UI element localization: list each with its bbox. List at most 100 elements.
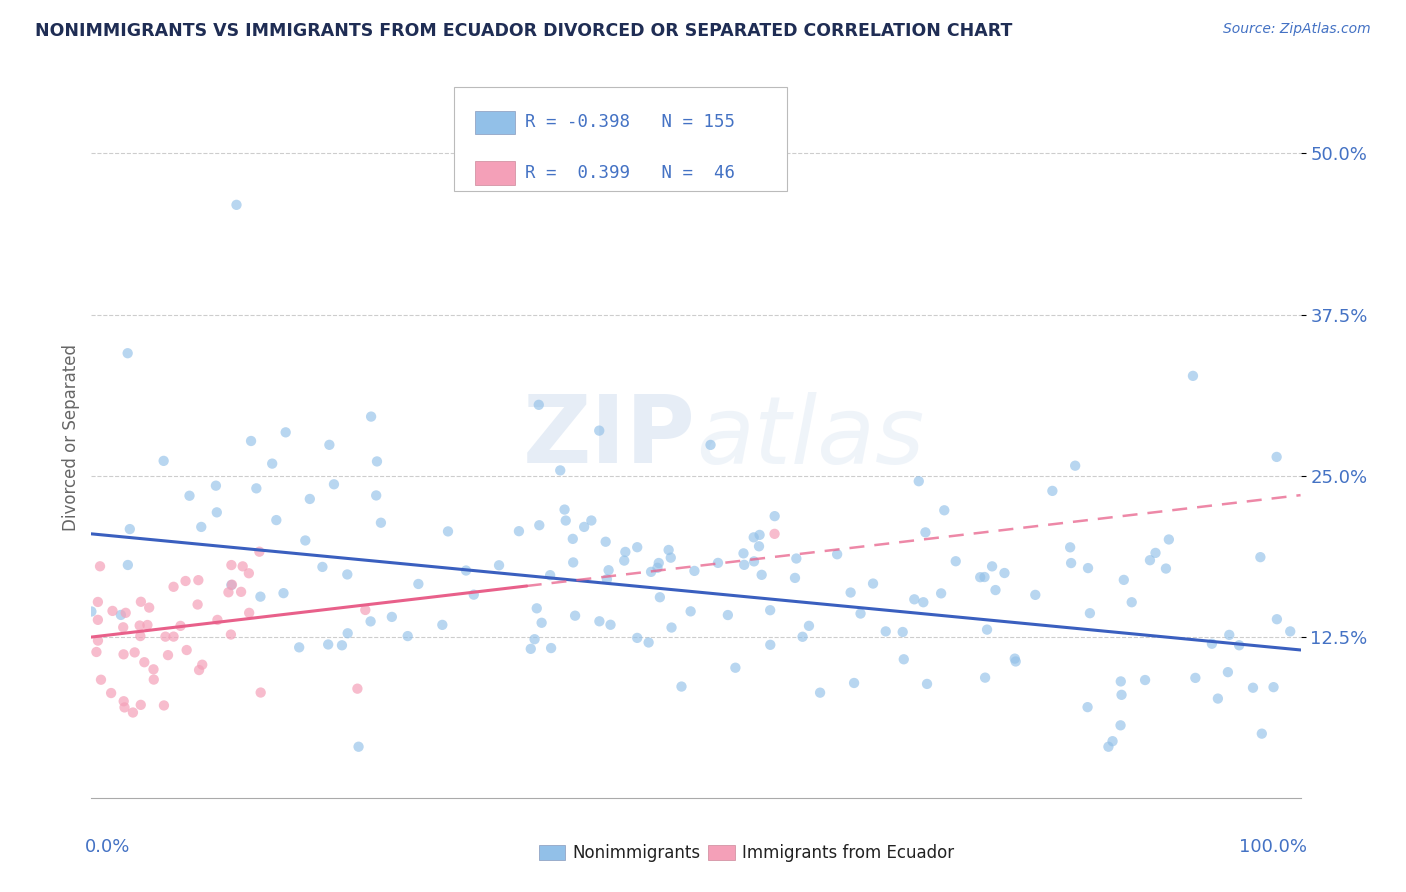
Point <box>86 645 108 659</box>
Point <box>463 588 485 602</box>
Point <box>488 558 510 573</box>
Point <box>596 572 619 586</box>
Point <box>1111 688 1133 702</box>
Point <box>100 686 122 700</box>
Point <box>1263 680 1285 694</box>
Point <box>190 520 212 534</box>
Text: Source: ZipAtlas.com: Source: ZipAtlas.com <box>1223 22 1371 37</box>
Point <box>288 640 311 655</box>
Point <box>134 655 156 669</box>
Point <box>1249 550 1271 565</box>
Point <box>117 346 139 360</box>
FancyBboxPatch shape <box>454 87 786 192</box>
Point <box>945 554 967 568</box>
Point <box>1157 533 1180 547</box>
Point <box>1060 556 1083 570</box>
Point <box>1227 638 1250 652</box>
Point <box>648 591 671 605</box>
Point <box>1077 561 1099 575</box>
Point <box>598 563 620 577</box>
Point <box>785 551 807 566</box>
Point <box>118 522 141 536</box>
Point <box>647 561 669 575</box>
Point <box>129 595 152 609</box>
Point <box>527 398 550 412</box>
Point <box>80 605 103 619</box>
Point <box>238 606 260 620</box>
Point <box>1133 673 1156 687</box>
Point <box>561 532 583 546</box>
Point <box>249 590 271 604</box>
Point <box>588 615 610 629</box>
Point <box>508 524 530 538</box>
Point <box>648 556 671 570</box>
Point <box>562 556 585 570</box>
Point <box>717 608 740 623</box>
Point <box>581 514 603 528</box>
Point <box>825 547 848 561</box>
Point <box>1250 726 1272 740</box>
Point <box>274 425 297 440</box>
Point <box>1121 595 1143 609</box>
Point <box>336 626 359 640</box>
Point <box>572 520 595 534</box>
Point <box>699 438 721 452</box>
Point <box>707 556 730 570</box>
Point <box>323 477 346 491</box>
Point <box>1101 734 1123 748</box>
Point <box>842 676 865 690</box>
Point <box>797 619 820 633</box>
Point <box>179 489 201 503</box>
Point <box>759 603 782 617</box>
Point <box>90 673 112 687</box>
Point <box>1181 368 1204 383</box>
Point <box>742 554 765 568</box>
Point <box>437 524 460 539</box>
Point <box>354 603 377 617</box>
Point <box>661 621 683 635</box>
Point <box>529 518 551 533</box>
Point <box>266 513 288 527</box>
Point <box>588 424 610 438</box>
Point <box>637 635 659 649</box>
Point <box>595 534 617 549</box>
Point <box>142 662 165 676</box>
Point <box>366 488 388 502</box>
Point <box>974 671 997 685</box>
Text: Immigrants from Ecuador: Immigrants from Ecuador <box>742 844 955 862</box>
Point <box>748 539 770 553</box>
Point <box>122 706 145 720</box>
Point <box>188 663 211 677</box>
Point <box>742 530 765 544</box>
Point <box>162 580 184 594</box>
Point <box>540 641 562 656</box>
Point <box>893 652 915 666</box>
Point <box>156 648 179 662</box>
Point <box>162 630 184 644</box>
Point <box>751 567 773 582</box>
Point <box>114 606 136 620</box>
Point <box>554 502 576 516</box>
Point <box>599 617 621 632</box>
Point <box>219 627 242 641</box>
Point <box>360 615 382 629</box>
Point <box>249 685 271 699</box>
Point <box>370 516 392 530</box>
Point <box>129 698 152 712</box>
Point <box>155 630 177 644</box>
Point <box>993 566 1015 580</box>
Point <box>1078 606 1101 620</box>
Point <box>658 543 681 558</box>
Point <box>907 474 929 488</box>
Point <box>152 454 174 468</box>
Point <box>262 457 284 471</box>
Text: atlas: atlas <box>696 392 924 483</box>
Point <box>110 607 132 622</box>
Point <box>1097 739 1119 754</box>
Point <box>934 503 956 517</box>
Point <box>316 637 339 651</box>
Point <box>929 586 952 600</box>
Point <box>1004 651 1026 665</box>
Point <box>247 544 270 558</box>
Text: NONIMMIGRANTS VS IMMIGRANTS FROM ECUADOR DIVORCED OR SEPARATED CORRELATION CHART: NONIMMIGRANTS VS IMMIGRANTS FROM ECUADOR… <box>35 22 1012 40</box>
